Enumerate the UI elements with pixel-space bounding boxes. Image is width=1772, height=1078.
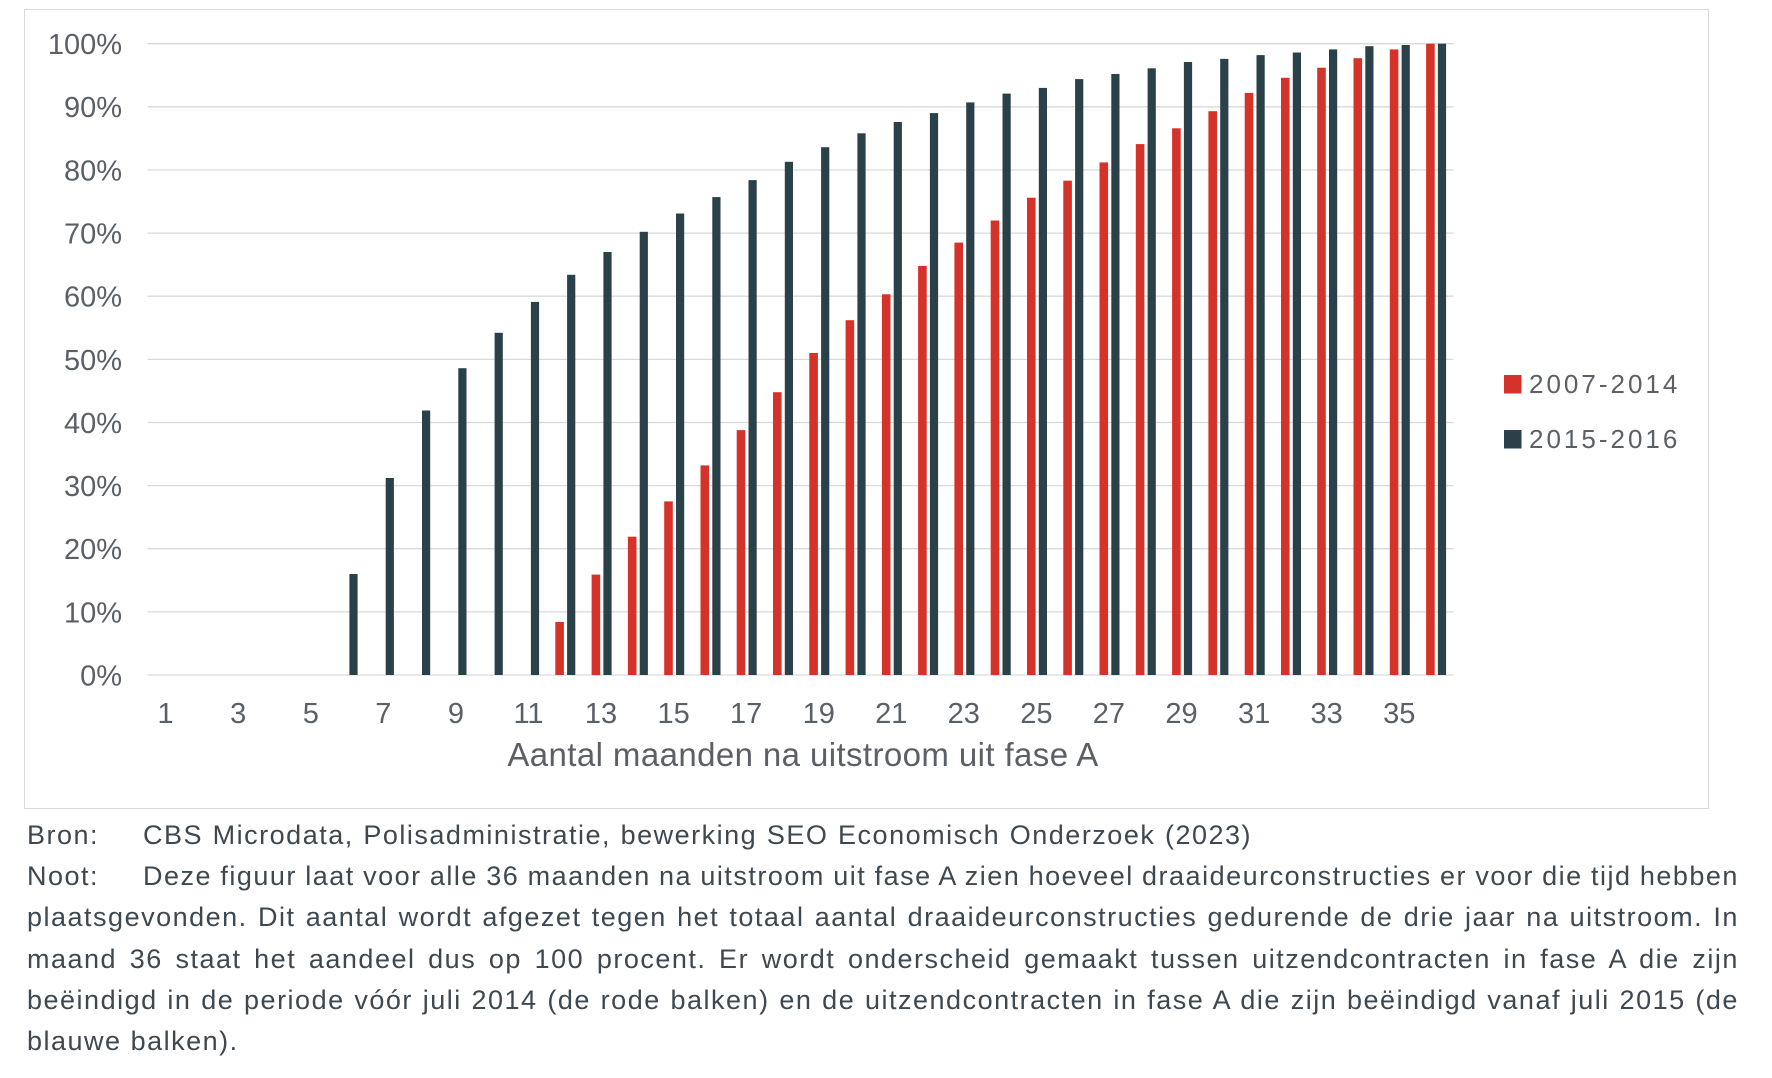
- svg-text:3: 3: [230, 698, 246, 730]
- svg-text:17: 17: [730, 698, 762, 730]
- svg-text:33: 33: [1310, 698, 1342, 730]
- svg-text:2007-2014: 2007-2014: [1529, 369, 1680, 399]
- svg-text:1: 1: [158, 698, 174, 730]
- svg-text:60%: 60%: [64, 282, 122, 314]
- svg-text:27: 27: [1093, 698, 1125, 730]
- svg-text:70%: 70%: [64, 219, 122, 251]
- svg-text:80%: 80%: [64, 155, 122, 187]
- svg-text:23: 23: [948, 698, 980, 730]
- svg-text:Aantal maanden na uitstroom ui: Aantal maanden na uitstroom uit fase A: [507, 736, 1098, 773]
- svg-text:10%: 10%: [64, 597, 122, 629]
- svg-text:30%: 30%: [64, 471, 122, 503]
- svg-text:100%: 100%: [48, 29, 122, 61]
- svg-text:15: 15: [657, 698, 689, 730]
- svg-text:11: 11: [513, 698, 543, 730]
- svg-text:21: 21: [875, 698, 907, 730]
- svg-text:25: 25: [1020, 698, 1052, 730]
- svg-text:29: 29: [1165, 698, 1197, 730]
- svg-text:7: 7: [375, 698, 391, 730]
- svg-text:2015-2016: 2015-2016: [1529, 424, 1680, 454]
- svg-text:0%: 0%: [80, 660, 122, 692]
- svg-text:90%: 90%: [64, 92, 122, 124]
- svg-text:9: 9: [448, 698, 464, 730]
- svg-text:19: 19: [803, 698, 835, 730]
- svg-text:20%: 20%: [64, 534, 122, 566]
- svg-text:13: 13: [585, 698, 617, 730]
- svg-text:31: 31: [1238, 698, 1270, 730]
- svg-text:40%: 40%: [64, 408, 122, 440]
- svg-text:5: 5: [303, 698, 319, 730]
- svg-text:50%: 50%: [64, 345, 122, 377]
- svg-text:35: 35: [1383, 698, 1415, 730]
